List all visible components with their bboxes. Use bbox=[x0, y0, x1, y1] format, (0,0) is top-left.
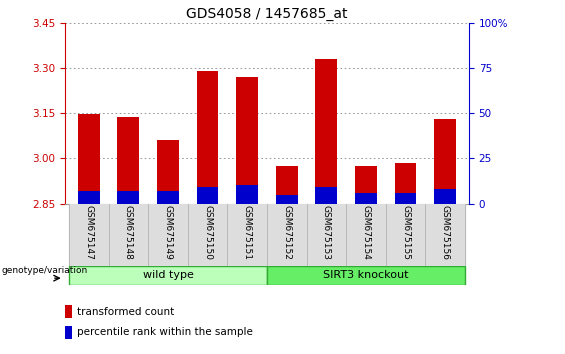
Bar bbox=[65, 326, 72, 339]
Text: GSM675147: GSM675147 bbox=[84, 205, 93, 260]
Text: GSM675152: GSM675152 bbox=[282, 205, 292, 260]
Text: GSM675156: GSM675156 bbox=[441, 205, 450, 261]
Text: genotype/variation: genotype/variation bbox=[1, 266, 88, 275]
Bar bbox=[69, 266, 267, 285]
Bar bbox=[65, 305, 72, 318]
Bar bbox=[346, 204, 386, 266]
Text: GSM675150: GSM675150 bbox=[203, 205, 212, 261]
Bar bbox=[148, 204, 188, 266]
Bar bbox=[188, 204, 227, 266]
Bar bbox=[425, 204, 465, 266]
Bar bbox=[386, 204, 425, 266]
Text: percentile rank within the sample: percentile rank within the sample bbox=[77, 327, 253, 337]
Bar bbox=[395, 163, 416, 204]
Text: GSM675148: GSM675148 bbox=[124, 205, 133, 260]
Bar bbox=[355, 193, 377, 204]
Text: GSM675154: GSM675154 bbox=[362, 205, 371, 260]
Bar bbox=[197, 187, 219, 204]
Text: GSM675155: GSM675155 bbox=[401, 205, 410, 261]
Bar bbox=[395, 193, 416, 204]
Bar bbox=[276, 166, 298, 204]
Bar bbox=[197, 71, 219, 204]
Bar bbox=[276, 194, 298, 204]
Text: GSM675149: GSM675149 bbox=[163, 205, 172, 260]
Bar bbox=[157, 140, 179, 204]
Bar bbox=[108, 204, 148, 266]
Bar bbox=[78, 114, 99, 204]
Bar bbox=[157, 191, 179, 204]
Bar bbox=[236, 185, 258, 204]
Bar bbox=[267, 266, 465, 285]
Bar bbox=[315, 59, 337, 204]
Bar bbox=[355, 166, 377, 204]
Bar bbox=[434, 189, 456, 204]
Text: transformed count: transformed count bbox=[77, 307, 174, 316]
Text: GSM675151: GSM675151 bbox=[242, 205, 251, 261]
Bar bbox=[118, 117, 139, 204]
Bar bbox=[315, 187, 337, 204]
Bar bbox=[434, 119, 456, 204]
Text: wild type: wild type bbox=[142, 270, 193, 280]
Title: GDS4058 / 1457685_at: GDS4058 / 1457685_at bbox=[186, 7, 347, 21]
Bar bbox=[267, 204, 307, 266]
Bar bbox=[118, 191, 139, 204]
Bar bbox=[69, 204, 108, 266]
Bar bbox=[78, 191, 99, 204]
Bar bbox=[307, 204, 346, 266]
Text: SIRT3 knockout: SIRT3 knockout bbox=[323, 270, 408, 280]
Bar bbox=[236, 77, 258, 204]
Bar bbox=[227, 204, 267, 266]
Text: GSM675153: GSM675153 bbox=[322, 205, 331, 261]
